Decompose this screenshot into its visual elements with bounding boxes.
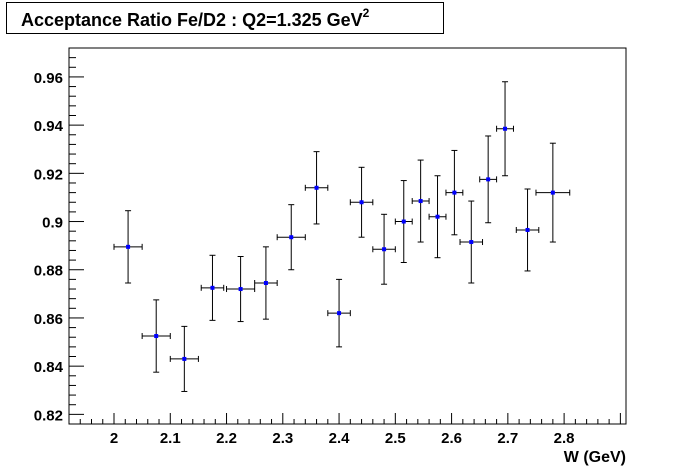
x-tick-label: 2 <box>110 430 118 447</box>
point-marker <box>359 200 364 205</box>
data-point <box>113 210 143 284</box>
data-point <box>496 81 514 177</box>
data-point <box>254 246 278 320</box>
x-axis-title: W (GeV) <box>564 449 626 466</box>
x-tick-label: 2.3 <box>272 430 293 447</box>
point-marker <box>154 334 159 339</box>
data-point <box>141 299 171 373</box>
chart-title-box: Acceptance Ratio Fe/D2 : Q2=1.325 GeV2 <box>6 2 444 34</box>
data-point <box>349 166 374 238</box>
y-tick-label: 0.88 <box>34 263 63 280</box>
data-point <box>479 135 498 224</box>
point-marker <box>126 244 131 249</box>
y-tick-label: 0.94 <box>34 118 64 135</box>
plot-frame <box>68 47 627 425</box>
point-marker <box>486 177 491 182</box>
chart-title-main: Acceptance Ratio Fe/D2 : Q2=1.325 GeV <box>21 10 363 30</box>
chart-title-superscript: 2 <box>362 6 370 20</box>
y-tick-label: 0.92 <box>34 166 63 183</box>
x-tick-label: 2.6 <box>441 430 462 447</box>
point-marker <box>401 219 406 224</box>
data-point <box>226 255 256 323</box>
data-point <box>394 180 413 264</box>
point-marker <box>263 281 268 285</box>
x-axis-ticks: 2 2.1 2.2 2.3 2.4 2.5 2.6 2.7 2.8 <box>68 413 621 447</box>
data-point <box>327 278 351 348</box>
point-marker <box>337 311 342 316</box>
data-point <box>411 159 430 243</box>
point-marker <box>382 247 387 252</box>
data-point <box>169 325 199 392</box>
data-point <box>445 149 464 236</box>
point-marker <box>503 126 508 131</box>
x-tick-label: 2.2 <box>216 430 237 447</box>
point-marker <box>289 235 294 240</box>
y-tick-label: 0.82 <box>34 407 63 424</box>
chart-title: Acceptance Ratio Fe/D2 : Q2=1.325 GeV2 <box>21 6 370 31</box>
point-marker <box>469 240 474 245</box>
point-marker <box>314 185 319 190</box>
point-marker <box>435 214 440 219</box>
point-marker <box>210 285 215 290</box>
x-tick-label: 2.8 <box>554 430 575 447</box>
x-tick-label: 2.4 <box>329 430 351 447</box>
data-point <box>304 151 329 225</box>
point-marker <box>550 190 555 195</box>
y-tick-label: 0.84 <box>34 359 64 376</box>
y-tick-label: 0.9 <box>42 215 63 232</box>
point-marker <box>238 287 243 292</box>
data-series <box>113 81 571 392</box>
point-marker <box>182 356 187 361</box>
x-tick-label: 2.1 <box>160 430 181 447</box>
x-tick-label: 2.7 <box>497 430 518 447</box>
data-point <box>515 188 540 272</box>
data-point <box>372 213 396 285</box>
data-point <box>459 200 484 284</box>
data-point <box>428 175 447 259</box>
point-marker <box>452 190 457 195</box>
data-point <box>200 254 225 321</box>
plot-border <box>68 47 627 425</box>
point-marker <box>418 199 423 204</box>
y-axis-ticks: 0.82 0.84 0.86 0.88 0.9 0.92 0.94 0.96 <box>34 47 84 425</box>
y-tick-label: 0.96 <box>34 70 63 87</box>
data-point <box>535 142 571 243</box>
y-tick-label: 0.86 <box>34 311 63 328</box>
x-tick-label: 2.5 <box>385 430 406 447</box>
point-marker <box>525 227 530 232</box>
data-point <box>276 204 306 271</box>
